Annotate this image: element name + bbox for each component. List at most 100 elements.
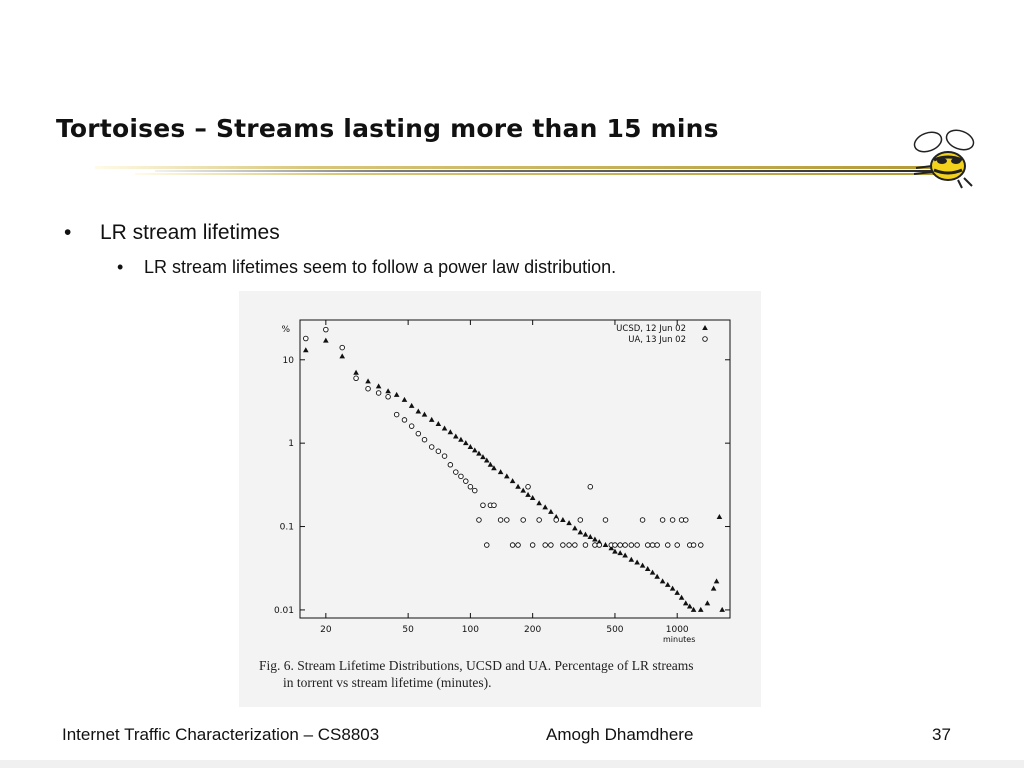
x-tick-label: 20 xyxy=(320,625,332,635)
ua-point xyxy=(303,335,309,342)
ua-point xyxy=(323,326,329,333)
ua-point xyxy=(698,542,704,548)
ucsd-point xyxy=(487,461,494,467)
ua-point xyxy=(602,517,609,523)
ua-point xyxy=(472,487,478,494)
ucsd-point xyxy=(704,600,711,606)
x-tick-label: 100 xyxy=(462,625,479,635)
ua-point xyxy=(548,542,554,548)
ucsd-point xyxy=(462,440,469,446)
caption-line-1: Fig. 6. Stream Lifetime Distributions, U… xyxy=(259,658,694,673)
ucsd-point xyxy=(649,569,656,575)
ua-point xyxy=(447,462,454,468)
ucsd-point xyxy=(582,531,589,537)
ua-point xyxy=(628,542,635,548)
ucsd-point xyxy=(428,416,435,422)
x-axis-label: minutes xyxy=(663,635,695,644)
ua-point xyxy=(596,542,603,548)
legend-marker xyxy=(702,325,708,330)
ua-point xyxy=(515,542,521,548)
ua-point xyxy=(467,484,474,490)
bullet-glyph: • xyxy=(117,257,124,277)
ua-point xyxy=(353,375,359,382)
ucsd-point xyxy=(393,391,400,397)
ucsd-point xyxy=(697,606,704,612)
ua-point xyxy=(428,444,435,450)
ua-point xyxy=(453,469,459,475)
plot-frame xyxy=(299,319,731,619)
ua-point xyxy=(659,517,666,523)
ua-point xyxy=(476,517,482,523)
ucsd-point xyxy=(480,454,486,460)
ucsd-point xyxy=(654,573,660,579)
bottom-band xyxy=(0,760,1024,768)
ua-point xyxy=(566,542,572,548)
ucsd-point xyxy=(483,457,490,463)
ua-point xyxy=(683,517,689,523)
ua-point xyxy=(365,385,371,392)
ucsd-point xyxy=(509,478,516,484)
ua-point xyxy=(560,542,566,548)
ucsd-point xyxy=(491,465,497,471)
ua-point xyxy=(520,517,526,523)
ucsd-point xyxy=(566,520,572,526)
ua-point xyxy=(385,394,391,400)
ua-point xyxy=(577,517,584,523)
figure-panel: 20 50 100 200 500 1000 0.01 0.1 1 10% minutes UCSD,… xyxy=(239,291,761,707)
ua-point xyxy=(639,517,646,523)
ua-point xyxy=(654,542,660,548)
ucsd-point xyxy=(644,565,651,571)
ucsd-point xyxy=(713,578,720,584)
x-tick-label: 200 xyxy=(524,625,541,635)
ucsd-point xyxy=(339,353,346,359)
ua-point xyxy=(690,542,697,548)
ucsd-point xyxy=(612,548,618,554)
ua-point xyxy=(480,502,486,509)
y-tick-label: 0.1 xyxy=(280,523,294,533)
ua-point xyxy=(504,517,510,523)
ua-point xyxy=(401,417,408,423)
ua-point xyxy=(592,542,598,548)
ucsd-point xyxy=(458,436,464,442)
ucsd-point xyxy=(592,536,598,542)
ua-point xyxy=(339,344,345,351)
ucsd-point xyxy=(504,473,510,479)
ua-point xyxy=(458,473,464,480)
ua-point xyxy=(582,542,589,548)
y-axis-label: % xyxy=(281,325,290,335)
legend-marker xyxy=(702,336,708,342)
ucsd-point xyxy=(686,603,693,609)
footer-page-number: 37 xyxy=(932,725,951,744)
ucsd-point xyxy=(520,487,526,493)
ua-point xyxy=(484,542,490,548)
ucsd-point xyxy=(639,562,646,568)
footer-author: Amogh Dhamdhere xyxy=(546,725,694,744)
bullet-level2-text: LR stream lifetimes seem to follow a pow… xyxy=(144,257,617,277)
ucsd-point xyxy=(577,529,584,535)
ua-point xyxy=(536,517,542,523)
ua-point xyxy=(617,542,623,548)
legend-label: UA, 13 Jun 02 xyxy=(628,335,686,345)
ucsd-point xyxy=(497,469,504,475)
ua-point xyxy=(622,542,628,548)
y-tick-label: 1 xyxy=(288,439,294,449)
figure-caption: Fig. 6. Stream Lifetime Distributions, U… xyxy=(259,657,757,691)
ua-point xyxy=(572,542,578,548)
ucsd-point xyxy=(385,388,391,394)
ucsd-point xyxy=(669,585,676,591)
ua-point xyxy=(644,542,651,548)
ua-point xyxy=(525,484,531,490)
ua-point xyxy=(415,430,422,437)
ucsd-point xyxy=(401,396,408,402)
ucsd-point xyxy=(622,552,628,558)
footer-course: Internet Traffic Characterization – CS88… xyxy=(62,725,380,744)
ucsd-point xyxy=(476,450,482,456)
ua-point xyxy=(612,542,618,548)
ucsd-point xyxy=(659,578,666,584)
ucsd-point xyxy=(447,429,454,435)
lifetime-distribution-chart: 20 50 100 200 500 1000 0.01 0.1 1 10% minutes UCSD,… xyxy=(274,319,731,644)
ucsd-point xyxy=(441,425,448,431)
ucsd-point xyxy=(674,589,681,595)
ua-point xyxy=(542,542,548,548)
ucsd-point xyxy=(710,585,717,591)
